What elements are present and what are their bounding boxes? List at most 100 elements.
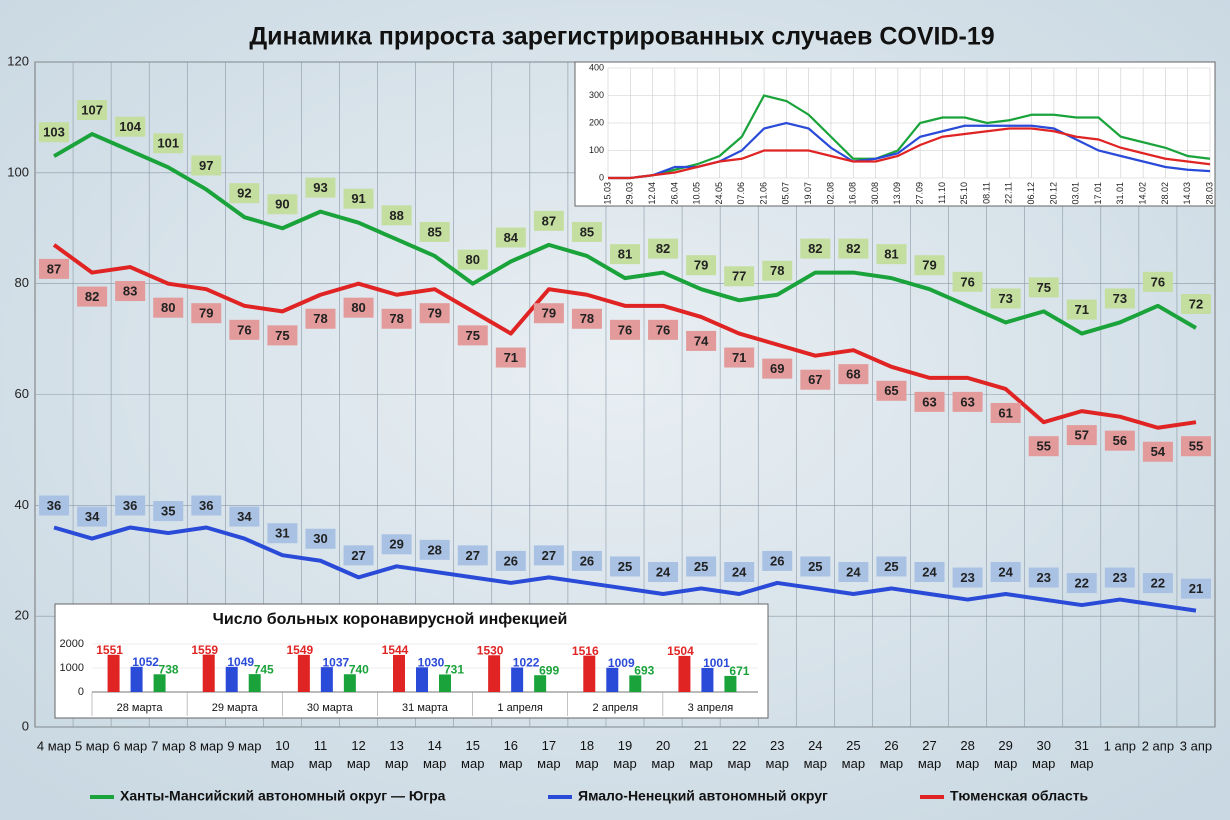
bar (202, 654, 215, 692)
data-label-box (381, 308, 412, 329)
data-label: 1030 (418, 655, 445, 669)
x-tick-label: 28.03 (1204, 182, 1214, 205)
data-label-box (39, 495, 70, 516)
data-label: 79 (922, 258, 936, 273)
y-tick-label: 20 (15, 608, 29, 623)
data-label-box (419, 303, 450, 324)
data-label-box (686, 556, 717, 577)
data-label-box (1180, 294, 1211, 314)
y-tick-label: 200 (589, 117, 604, 127)
x-tick-label: 24.05 (714, 182, 724, 205)
data-label: 36 (199, 498, 213, 513)
x-tick-label: 18 мар (575, 738, 598, 771)
x-tick-label: 27.09 (915, 182, 925, 205)
data-label-box (1104, 567, 1135, 588)
bar (511, 667, 524, 692)
data-label-box (153, 133, 184, 154)
data-label: 34 (85, 509, 100, 524)
x-tick-label: 14 мар (423, 738, 446, 771)
x-tick-label: 19.07 (803, 182, 813, 205)
x-tick-label: 03.01 (1071, 182, 1081, 205)
data-label: 71 (732, 350, 746, 365)
data-label: 1504 (667, 644, 694, 658)
data-label: 61 (998, 405, 1012, 420)
y-tick-label: 0 (78, 686, 84, 698)
data-label: 36 (47, 498, 61, 513)
data-label: 21 (1189, 581, 1203, 596)
data-label: 68 (846, 367, 860, 382)
data-label-box (952, 567, 983, 588)
data-label: 56 (1113, 433, 1127, 448)
data-label: 35 (161, 503, 175, 518)
data-label-box (343, 297, 374, 318)
bar (629, 675, 642, 692)
data-label: 1551 (96, 643, 123, 657)
data-label-box (229, 319, 260, 340)
x-tick-label: 22 мар (727, 738, 750, 771)
data-label-box (1104, 430, 1135, 451)
data-label: 54 (1151, 444, 1166, 459)
data-label: 24 (998, 564, 1013, 579)
bar (107, 654, 120, 692)
x-tick-label: 30 марта (307, 702, 354, 714)
data-label-box (77, 100, 108, 121)
data-label: 97 (199, 158, 213, 173)
data-label: 73 (1113, 291, 1127, 306)
data-label: 27 (466, 548, 480, 563)
data-label-box (305, 308, 336, 329)
data-label-box (876, 244, 907, 265)
data-label-box (343, 188, 374, 209)
x-tick-label: 21 мар (689, 738, 712, 771)
data-label-box (1180, 436, 1211, 457)
data-label: 79 (199, 306, 213, 321)
data-label: 1049 (227, 655, 254, 669)
data-label: 104 (119, 119, 141, 134)
x-tick-label: 28 марта (117, 702, 164, 714)
data-label: 63 (922, 394, 936, 409)
data-label-box (495, 227, 526, 248)
inset-panel (54, 603, 769, 719)
data-label: 93 (313, 180, 327, 195)
data-label: 24 (732, 564, 747, 579)
data-label-box (800, 369, 831, 390)
y-tick-label: 0 (599, 172, 604, 182)
x-tick-label: 11 мар (309, 738, 332, 771)
data-label-box (153, 297, 184, 318)
data-label: 87 (47, 261, 61, 276)
data-label: 24 (656, 564, 671, 579)
x-tick-label: 3 апр (1180, 738, 1212, 753)
x-tick-label: 15 мар (461, 738, 484, 771)
x-tick-label: 05.07 (781, 182, 791, 205)
data-label-box (648, 238, 679, 259)
data-label: 27 (542, 548, 556, 563)
bar (439, 674, 451, 692)
data-label-box (39, 258, 70, 279)
data-label: 75 (1036, 280, 1050, 295)
data-label-box (571, 221, 602, 242)
data-label: 78 (389, 311, 403, 326)
data-label-box (990, 402, 1021, 423)
x-tick-label: 14.02 (1137, 182, 1147, 205)
y-tick-label: 400 (589, 62, 604, 72)
x-tick-label: 31 марта (402, 702, 449, 714)
data-label: 745 (254, 662, 274, 676)
data-label-box (305, 528, 336, 549)
data-label: 740 (349, 662, 369, 676)
x-tick-label: 20 мар (651, 738, 674, 771)
data-label: 1544 (382, 643, 409, 657)
bar (416, 667, 428, 692)
data-label-box (229, 183, 260, 204)
series-line (53, 525, 1197, 613)
data-label-box (648, 562, 679, 582)
data-label: 25 (808, 559, 822, 574)
data-label-box (990, 562, 1021, 582)
series-line (608, 94, 1211, 180)
x-tick-label: 1 апр (1104, 738, 1136, 753)
data-label: 79 (427, 306, 441, 321)
data-label-box (115, 495, 146, 516)
data-label-box (381, 534, 412, 555)
data-label-box (533, 303, 564, 324)
data-label-box (533, 545, 564, 566)
x-tick-label: 8 мар (189, 738, 223, 753)
x-tick-label: 02.08 (825, 182, 835, 205)
